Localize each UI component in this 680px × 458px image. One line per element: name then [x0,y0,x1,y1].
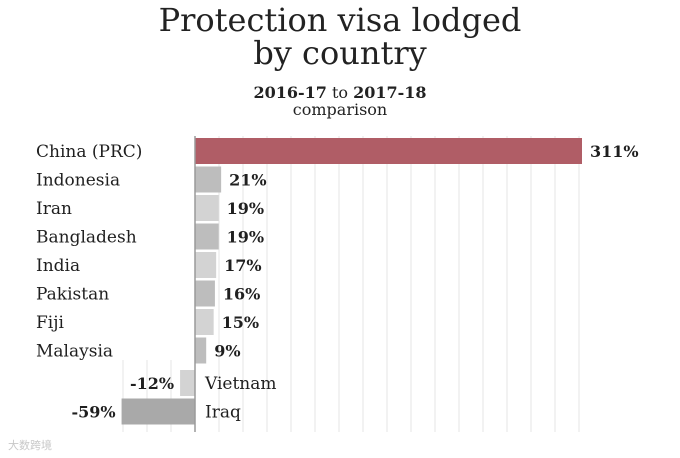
value-label-malaysia: 9% [214,342,240,361]
category-label-iraq: Iraq [205,403,241,423]
value-label-iraq: -59% [71,403,115,422]
value-label-vietnam: -12% [130,374,174,393]
category-label-bangladesh: Bangladesh [36,228,137,248]
bar-iran [195,195,219,221]
value-label-china-prc: 311% [590,142,639,161]
bar-iraq [121,398,195,425]
chart-title-line-2: by country [253,34,427,72]
category-label-indonesia: Indonesia [36,171,120,191]
category-label-malaysia: Malaysia [36,342,113,362]
bar-pakistan [195,280,215,307]
bar-india [195,252,217,278]
watermark: 大数跨境 [8,439,52,452]
chart-title-line-1: Protection visa lodged [158,1,522,39]
value-label-fiji: 15% [222,313,259,332]
bar-china-prc [195,138,582,164]
category-label-pakistan: Pakistan [36,285,109,305]
value-label-pakistan: 16% [223,285,260,304]
bar-fiji [195,309,214,335]
value-label-india: 17% [224,256,261,275]
category-label-fiji: Fiji [36,313,65,333]
value-label-iran: 19% [227,199,264,218]
bar-malaysia [195,337,207,364]
bar-vietnam [180,370,195,396]
category-label-iran: Iran [36,199,72,219]
value-label-indonesia: 21% [229,171,266,190]
bar-indonesia [195,166,222,193]
category-label-vietnam: Vietnam [204,374,277,394]
period-label: 2016-17 to 2017-18 [0,84,680,102]
period-separator: to [331,83,349,102]
value-label-bangladesh: 19% [227,228,264,247]
period-to: 2017-18 [353,83,427,102]
chart-title: Protection visa lodged by country [0,4,680,70]
period-from: 2016-17 [253,83,327,102]
bar-bangladesh [195,223,219,250]
category-label-china-prc: China (PRC) [36,142,142,162]
chart-subtitle: comparison [292,100,388,119]
category-label-india: India [36,256,80,276]
